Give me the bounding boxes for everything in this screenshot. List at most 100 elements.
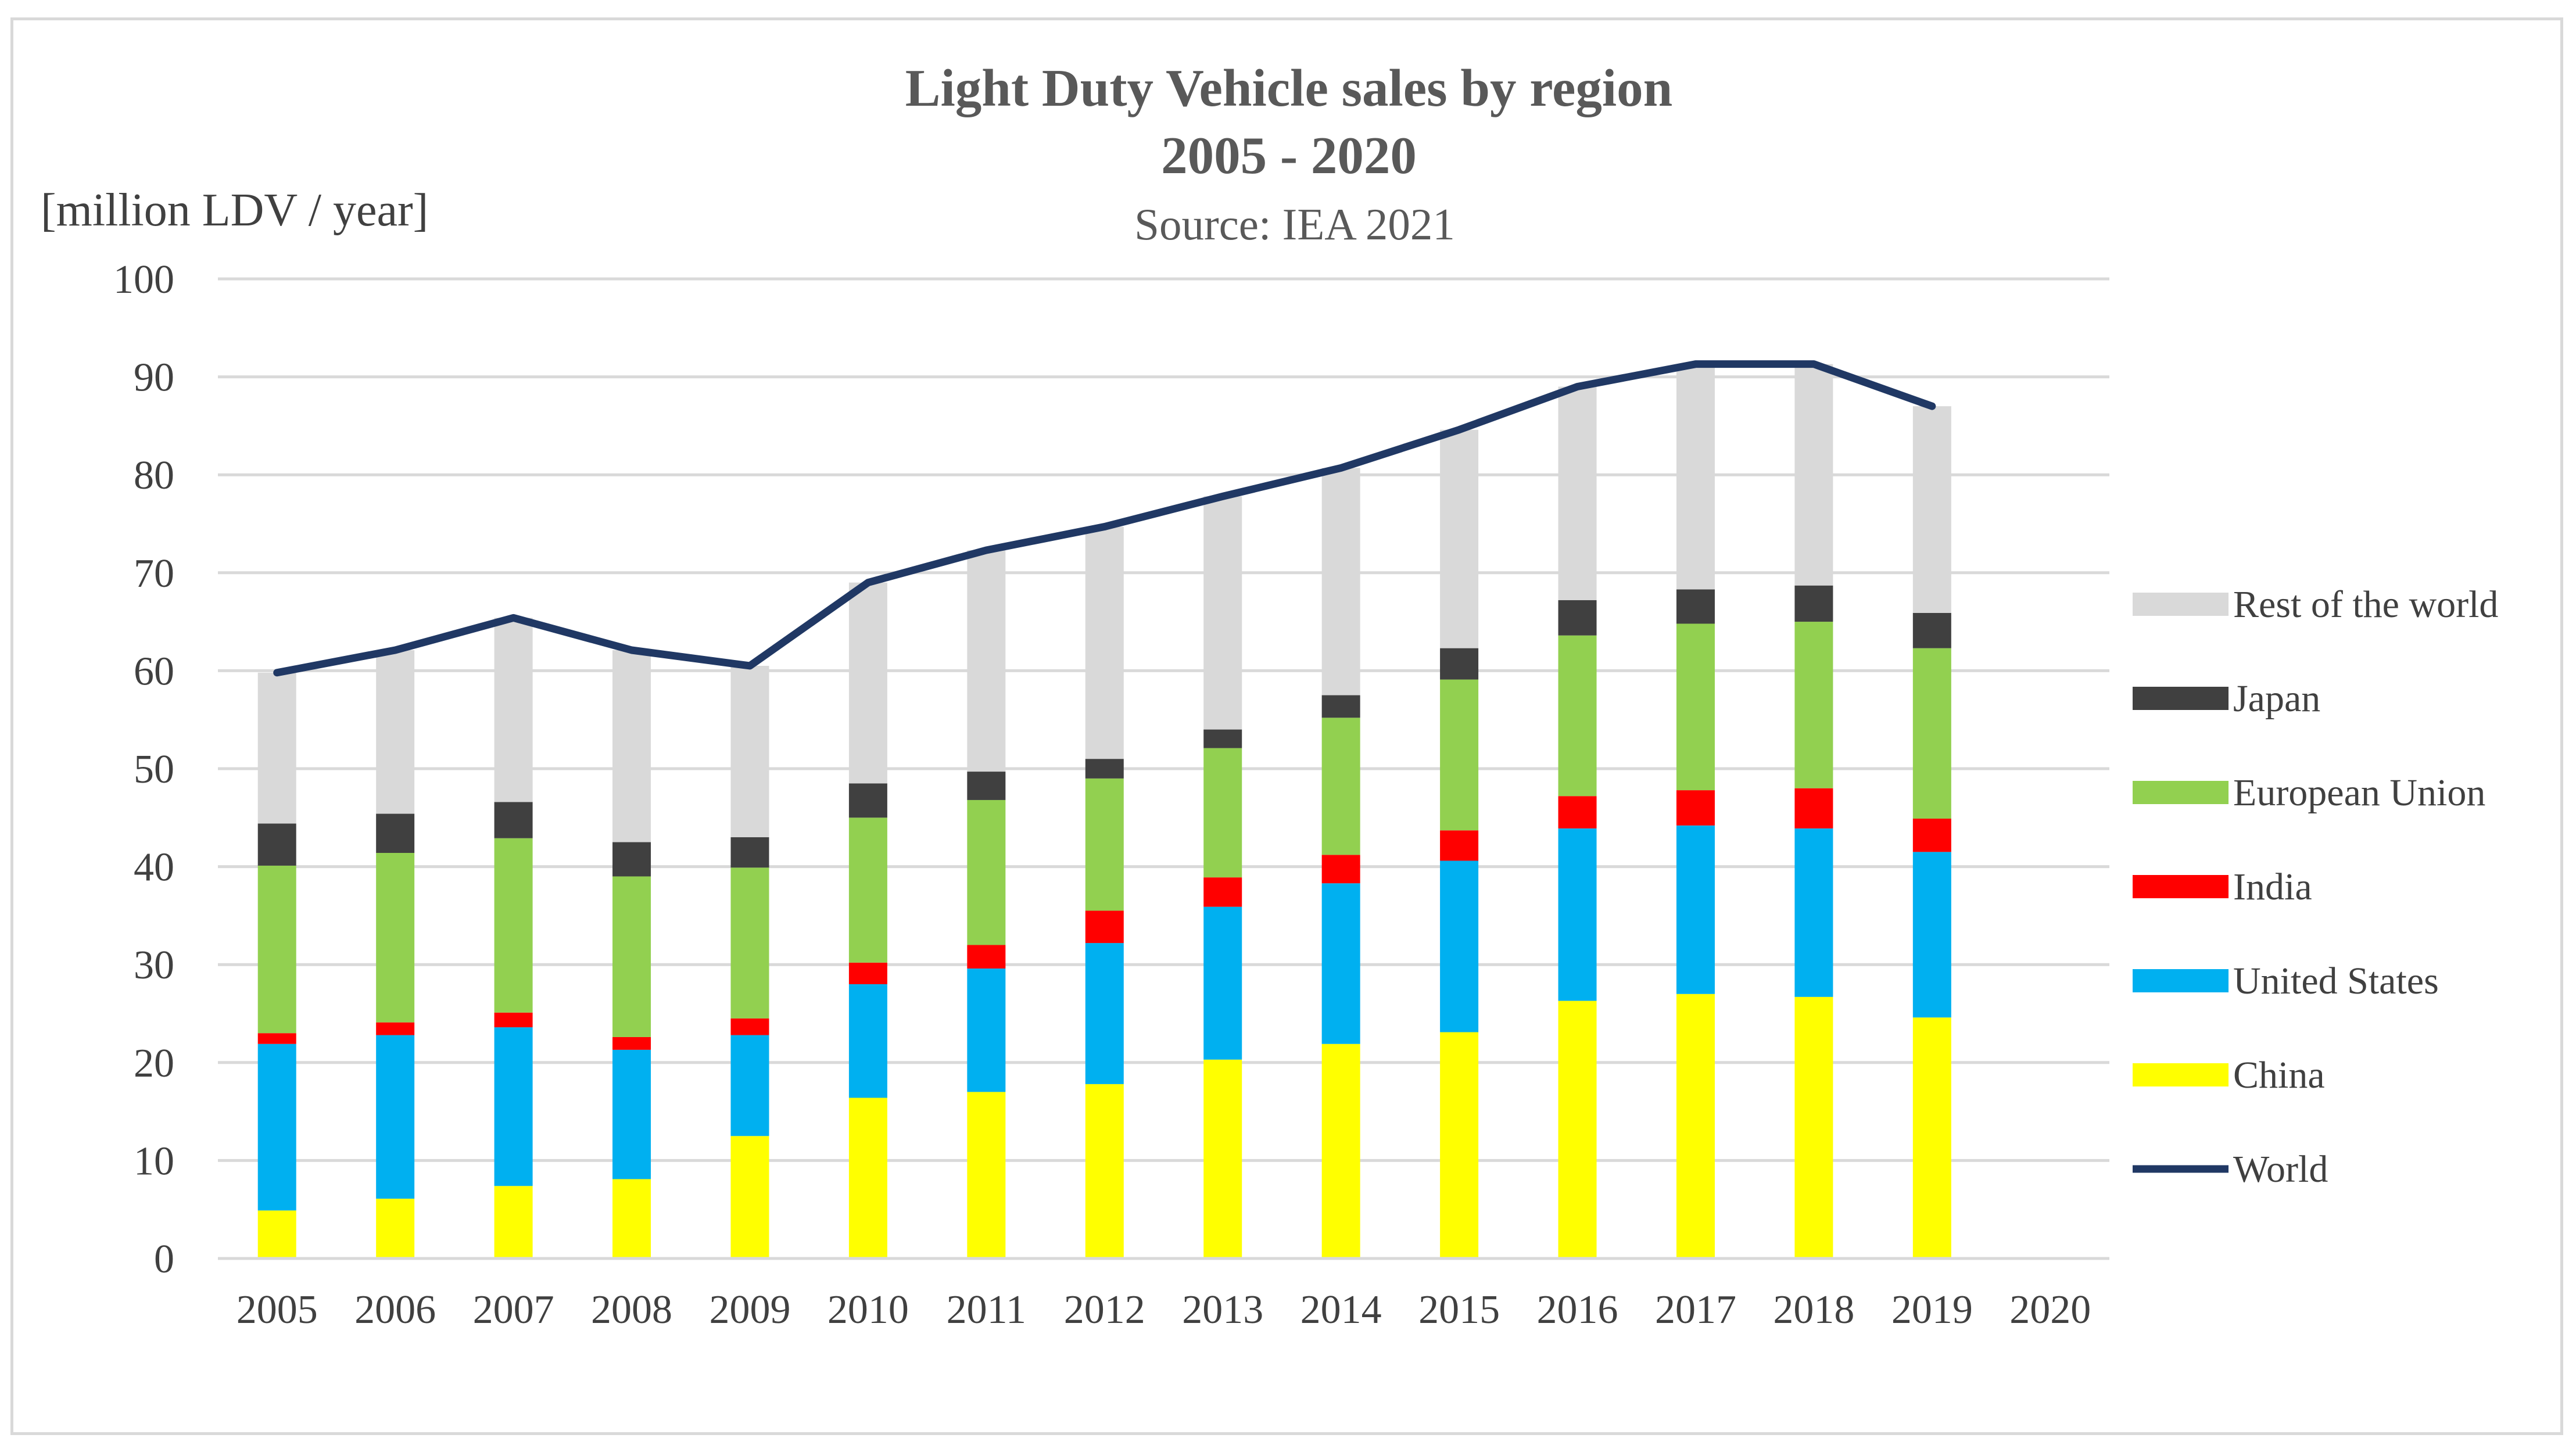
bar-india-2011: [967, 945, 1006, 969]
y-tick-label: 0: [154, 1237, 174, 1282]
legend-swatch-rest-of-the-world: [2133, 593, 2229, 616]
world-point-2008: [630, 648, 634, 652]
bar-rest-of-the-world-2010: [848, 582, 887, 784]
bar-european-union-2005: [257, 865, 296, 1034]
bar-china-2019: [1912, 1017, 1951, 1258]
x-tick-label: 2011: [947, 1288, 1026, 1332]
bar-india-2017: [1676, 790, 1715, 826]
bar-european-union-2013: [1203, 748, 1242, 878]
bar-japan-2006: [376, 813, 415, 853]
bar-india-2015: [1440, 830, 1479, 861]
y-tick-label: 20: [134, 1041, 174, 1086]
bars: [257, 364, 1951, 1258]
bar-japan-2018: [1794, 585, 1833, 622]
bar-united-states-2019: [1912, 852, 1951, 1018]
bar-rest-of-the-world-2016: [1558, 386, 1597, 601]
bar-united-states-2018: [1794, 828, 1833, 997]
bar-rest-of-the-world-2014: [1321, 468, 1360, 695]
world-point-2012: [1102, 525, 1106, 529]
y-tick-label: 30: [134, 943, 174, 988]
legend-label-india: India: [2233, 866, 2312, 908]
bar-united-states-2013: [1203, 906, 1242, 1060]
bar-european-union-2014: [1321, 718, 1360, 855]
legend-swatch-india: [2133, 875, 2229, 898]
bar-japan-2014: [1321, 695, 1360, 718]
x-tick-label: 2016: [1537, 1288, 1618, 1332]
bar-rest-of-the-world-2006: [376, 650, 415, 814]
bar-european-union-2019: [1912, 648, 1951, 819]
bar-japan-2013: [1203, 729, 1242, 748]
bar-united-states-2017: [1676, 825, 1715, 994]
world-point-2009: [748, 664, 752, 668]
world-point-2015: [1457, 428, 1461, 432]
x-tick-label: 2019: [1891, 1288, 1973, 1332]
x-tick-label: 2017: [1655, 1288, 1736, 1332]
bar-european-union-2007: [494, 838, 533, 1013]
world-point-2019: [1930, 404, 1934, 408]
bar-european-union-2017: [1676, 623, 1715, 791]
bar-united-states-2005: [257, 1043, 296, 1211]
y-tick-label: 90: [134, 356, 174, 400]
x-tick-label: 2018: [1773, 1288, 1854, 1332]
chart-subtitle: Source: IEA 2021: [1134, 199, 1455, 249]
bar-china-2016: [1558, 1000, 1597, 1258]
bar-rest-of-the-world-2011: [967, 550, 1006, 772]
x-tick-label: 2005: [237, 1288, 318, 1332]
bar-japan-2008: [612, 842, 651, 877]
bar-united-states-2009: [730, 1035, 769, 1136]
bar-european-union-2008: [612, 876, 651, 1037]
y-tick-label: 80: [134, 453, 174, 498]
legend-swatch-japan: [2133, 687, 2229, 710]
bar-india-2012: [1085, 910, 1124, 944]
bar-rest-of-the-world-2017: [1676, 364, 1715, 590]
bar-rest-of-the-world-2009: [730, 665, 769, 838]
bar-rest-of-the-world-2019: [1912, 406, 1951, 613]
x-tick-label: 2009: [709, 1288, 790, 1332]
world-point-2010: [866, 580, 870, 584]
x-tick-label: 2013: [1182, 1288, 1263, 1332]
legend-swatch-china: [2133, 1063, 2229, 1086]
bar-united-states-2006: [376, 1035, 415, 1199]
bar-european-union-2010: [848, 817, 887, 963]
legend-label-world: World: [2233, 1148, 2328, 1190]
world-point-2007: [511, 616, 515, 620]
bar-japan-2019: [1912, 612, 1951, 648]
bar-united-states-2014: [1321, 883, 1360, 1044]
bar-united-states-2010: [848, 984, 887, 1098]
bar-india-2013: [1203, 877, 1242, 907]
bar-united-states-2008: [612, 1049, 651, 1179]
bar-european-union-2016: [1558, 635, 1597, 797]
world-point-2013: [1221, 494, 1225, 499]
y-tick-label: 100: [113, 257, 174, 302]
bar-china-2010: [848, 1098, 887, 1258]
chart-title-years: 2005 - 2020: [1161, 126, 1417, 185]
y-tick-label: 70: [134, 551, 174, 596]
bar-united-states-2012: [1085, 943, 1124, 1084]
bar-united-states-2007: [494, 1027, 533, 1186]
bar-rest-of-the-world-2018: [1794, 364, 1833, 586]
bar-india-2019: [1912, 818, 1951, 852]
bar-rest-of-the-world-2005: [257, 672, 296, 824]
bar-united-states-2016: [1558, 828, 1597, 1001]
y-tick-label: 10: [134, 1139, 174, 1184]
bar-japan-2012: [1085, 759, 1124, 779]
bar-rest-of-the-world-2008: [612, 650, 651, 842]
legend-label-united-states: United States: [2233, 960, 2439, 1002]
world-point-2011: [984, 548, 988, 553]
bar-india-2018: [1794, 788, 1833, 829]
bar-india-2005: [257, 1033, 296, 1044]
world-point-2006: [393, 648, 397, 652]
bar-european-union-2011: [967, 799, 1006, 945]
bar-india-2016: [1558, 796, 1597, 829]
bar-india-2006: [376, 1022, 415, 1035]
bar-india-2009: [730, 1018, 769, 1035]
bar-united-states-2011: [967, 968, 1006, 1092]
legend-label-japan: Japan: [2233, 677, 2320, 720]
bar-european-union-2009: [730, 867, 769, 1019]
bar-japan-2016: [1558, 600, 1597, 636]
world-line-layer: [273, 360, 1936, 677]
y-tick-label: 40: [134, 845, 174, 890]
bar-china-2013: [1203, 1059, 1242, 1258]
bar-china-2017: [1676, 994, 1715, 1258]
bar-rest-of-the-world-2013: [1203, 496, 1242, 730]
